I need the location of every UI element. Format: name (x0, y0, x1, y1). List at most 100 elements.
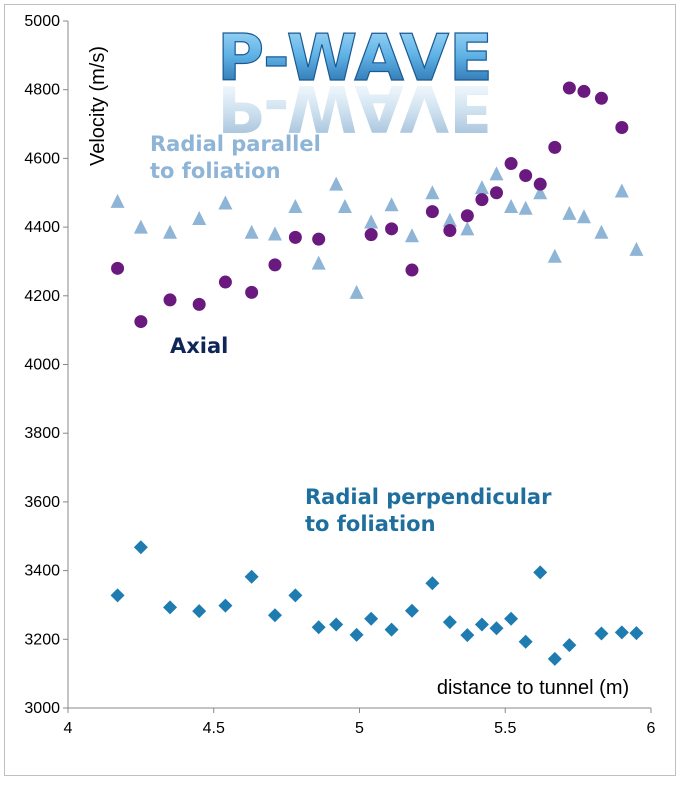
data-point-triangle (547, 248, 562, 263)
axes: 3000 3200 3400 3600 3800 4000 4200 4400 4600 4800… (24, 13, 655, 737)
y-tick-label: 4200 (24, 288, 60, 305)
data-point-triangle (533, 185, 548, 200)
x-axis-ticks: 4 4.5 5 5.5 6 (64, 708, 656, 737)
chart-title-group: P-WAVE P-WAVE (217, 21, 494, 144)
data-point-triangle (329, 176, 344, 191)
y-tick-label: 3600 (24, 494, 60, 511)
data-point-circle (192, 297, 206, 311)
data-point-triangle (425, 185, 440, 200)
y-axis-title: Velocity (m/s) (87, 46, 109, 166)
data-point-circle (312, 232, 326, 246)
data-point-triangle (384, 197, 399, 212)
label-radial-perpendicular-line-1: Radial perpendicular (305, 485, 552, 509)
label-radial-perpendicular: Radial perpendicular to foliation (305, 485, 559, 536)
data-point-circle (519, 169, 533, 183)
data-point-circle (548, 140, 562, 154)
data-point-circle (577, 84, 591, 98)
data-point-diamond (547, 651, 562, 666)
data-point-triangle (442, 212, 457, 227)
data-point-diamond (594, 626, 609, 641)
y-tick-label: 4600 (24, 150, 60, 167)
data-point-circle (533, 177, 547, 191)
data-point-diamond (110, 588, 125, 603)
data-point-triangle (110, 193, 125, 208)
data-point-diamond (460, 628, 475, 643)
data-point-triangle (460, 221, 475, 236)
data-point-circle (364, 228, 378, 242)
data-point-triangle (474, 180, 489, 195)
label-radial-parallel-line-2: to foliation (150, 159, 281, 183)
data-point-diamond (404, 603, 419, 618)
y-tick-label: 4800 (24, 82, 60, 99)
data-point-diamond (533, 565, 548, 580)
chart-frame (4, 4, 676, 776)
x-tick-label: 4 (64, 720, 73, 737)
data-point-diamond (267, 608, 282, 623)
label-axial: Axial (170, 334, 228, 358)
data-point-diamond (474, 617, 489, 632)
data-point-triangle (337, 198, 352, 213)
data-point-diamond (629, 626, 644, 641)
data-point-circle (134, 315, 148, 329)
data-point-circle (163, 293, 177, 307)
data-point-circle (504, 157, 518, 171)
data-point-triangle (562, 205, 577, 220)
data-point-triangle (614, 183, 629, 198)
data-point-diamond (288, 588, 303, 603)
data-point-diamond (442, 615, 457, 630)
data-point-triangle (404, 228, 419, 243)
data-point-diamond (244, 569, 259, 584)
data-point-circle (475, 193, 489, 207)
data-point-triangle (218, 195, 233, 210)
y-tick-label: 3800 (24, 425, 60, 442)
data-point-circle (594, 91, 608, 105)
data-point-diamond (218, 598, 233, 613)
data-point-diamond (364, 611, 379, 626)
data-point-circle (111, 261, 125, 275)
data-point-diamond (133, 540, 148, 555)
data-point-diamond (562, 638, 577, 653)
x-axis-title: distance to tunnel (m) (437, 677, 629, 699)
data-point-triangle (133, 219, 148, 234)
y-tick-label: 3200 (24, 631, 60, 648)
data-point-circle (562, 81, 576, 95)
series-labels: Radial parallel to foliation Axial Radia… (150, 132, 559, 536)
label-radial-parallel: Radial parallel to foliation (150, 132, 328, 183)
data-point-triangle (244, 224, 259, 239)
data-point-triangle (576, 209, 591, 224)
data-point-triangle (629, 241, 644, 256)
data-point-diamond (163, 600, 178, 615)
data-point-diamond (192, 604, 207, 619)
label-radial-perpendicular-line-2: to foliation (305, 512, 436, 536)
data-point-triangle (504, 198, 519, 213)
series-diamond-group (110, 540, 644, 666)
data-point-triangle (288, 198, 303, 213)
data-point-triangle (267, 226, 282, 241)
data-point-diamond (349, 627, 364, 642)
data-point-triangle (311, 255, 326, 270)
x-tick-label: 6 (647, 720, 656, 737)
data-point-diamond (329, 617, 344, 632)
y-tick-label: 4400 (24, 219, 60, 236)
data-point-circle (385, 222, 399, 236)
y-tick-label: 4000 (24, 357, 60, 374)
x-tick-label: 5 (355, 720, 364, 737)
data-point-diamond (425, 576, 440, 591)
y-axis-ticks: 3000 3200 3400 3600 3800 4000 4200 4400 4600 4800… (24, 13, 68, 717)
series-circle-group (111, 81, 629, 329)
data-point-triangle (364, 214, 379, 229)
label-radial-parallel-line-1: Radial parallel (150, 132, 321, 156)
x-tick-label: 4.5 (203, 720, 225, 737)
x-tick-label: 5.5 (494, 720, 516, 737)
data-point-diamond (504, 611, 519, 626)
data-point-diamond (614, 625, 629, 640)
data-point-triangle (192, 211, 207, 226)
data-point-diamond (384, 622, 399, 637)
data-point-triangle (163, 224, 178, 239)
data-point-triangle (349, 284, 364, 299)
data-point-circle (268, 258, 282, 272)
data-point-diamond (518, 634, 533, 649)
data-point-circle (218, 275, 232, 289)
chart-title: P-WAVE (217, 22, 493, 96)
